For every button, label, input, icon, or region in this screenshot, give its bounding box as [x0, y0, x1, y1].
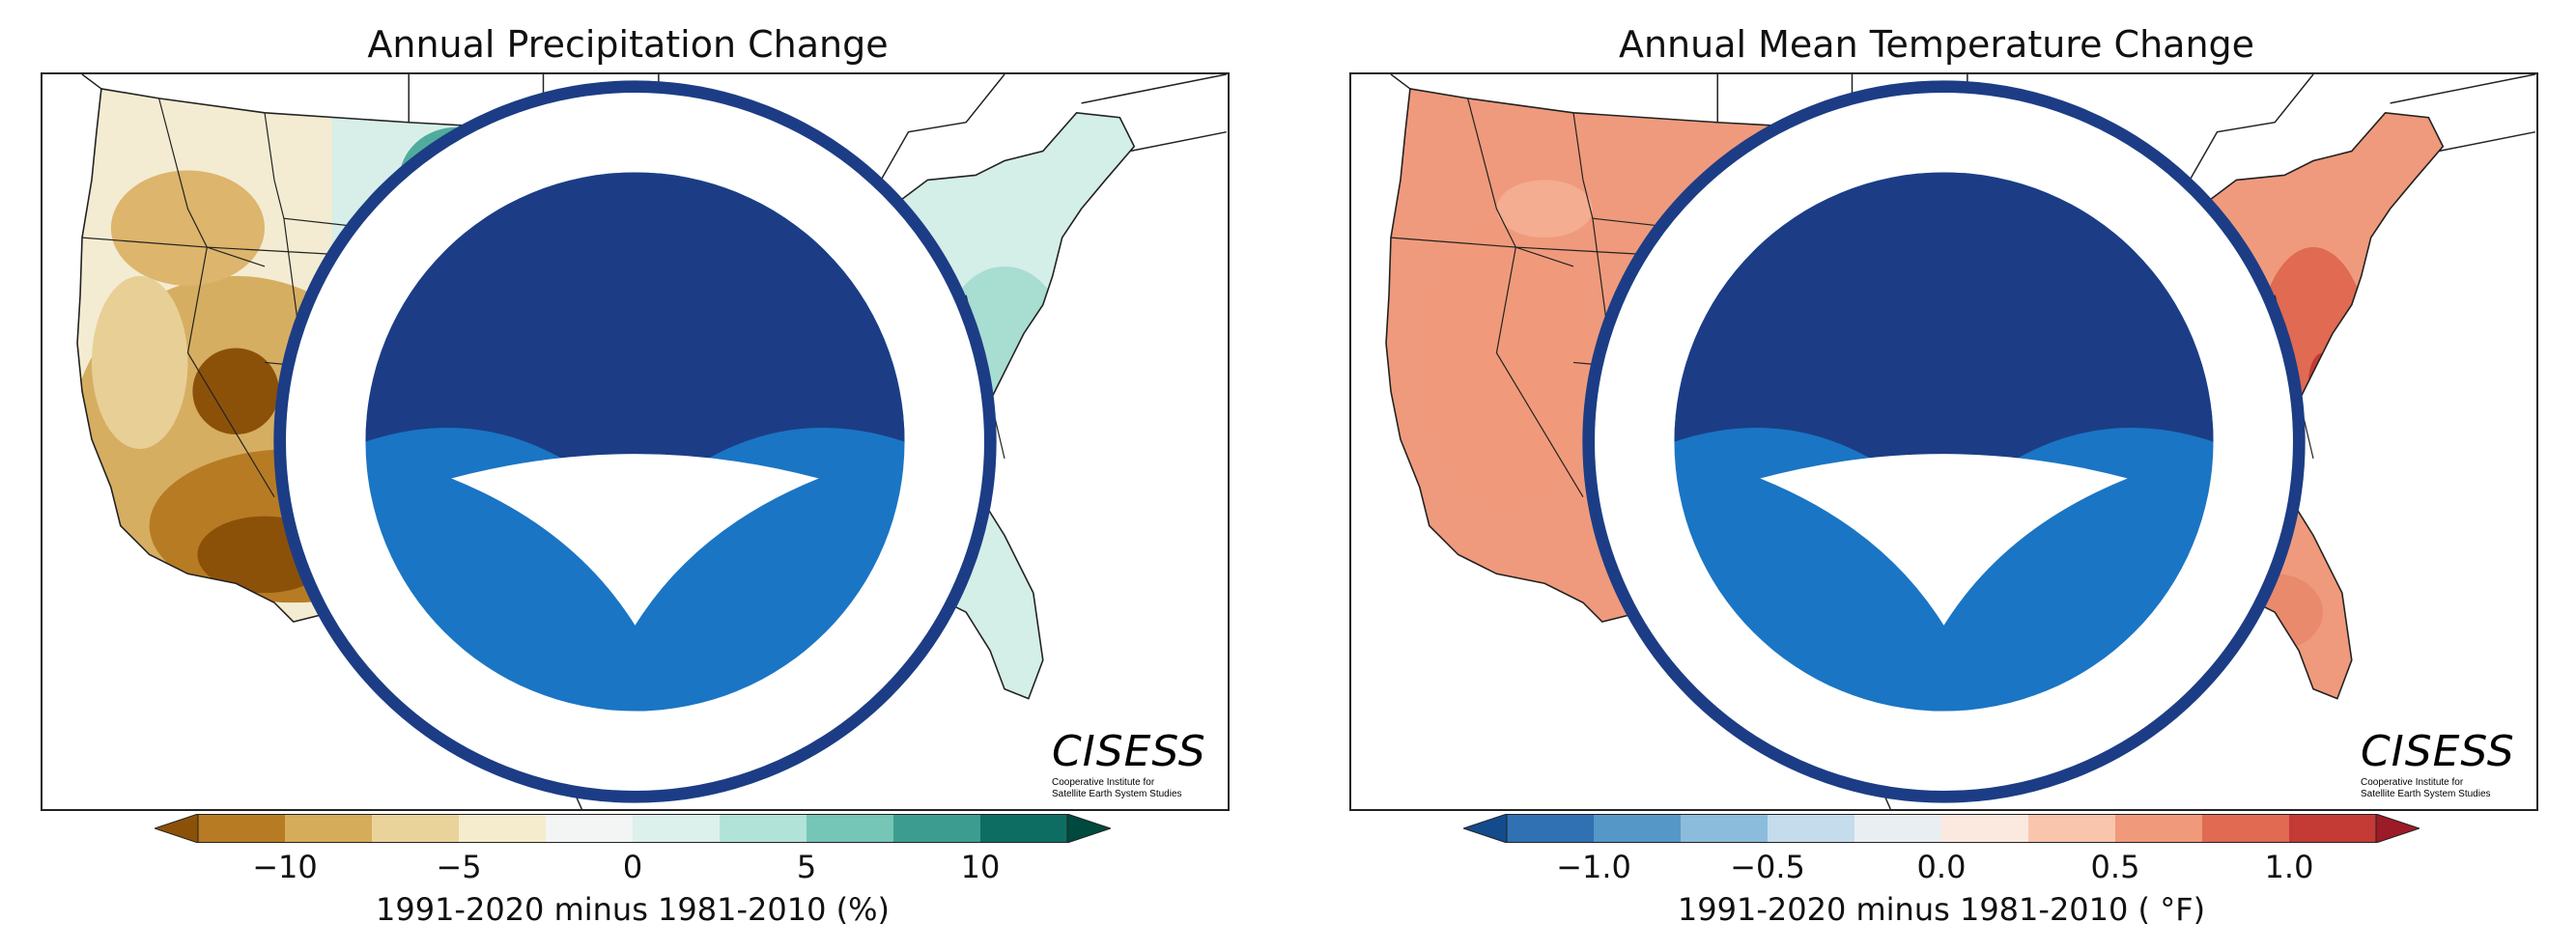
temperature-map: NOAA CISESS Cooperative Institute for Sa…	[1349, 72, 2538, 811]
colorbar-tick: 0	[622, 849, 643, 885]
colorbar-swatch	[1854, 814, 1942, 843]
colorbar-tick: 0.5	[2090, 849, 2140, 885]
colorbar-swatch	[198, 814, 286, 843]
colorbar-frame	[1506, 814, 2377, 843]
colorbar-swatches	[155, 814, 1111, 843]
colorbar-swatch	[893, 814, 981, 843]
panel-title: Annual Mean Temperature Change	[1618, 23, 2255, 66]
colorbar-swatch	[1507, 814, 1595, 843]
cisess-logo: CISESS Cooperative Institute for Satelli…	[1052, 731, 1206, 800]
colorbar-swatch	[1681, 814, 1769, 843]
colorbar-swatch	[285, 814, 373, 843]
cisess-wordmark: CISESS	[1052, 727, 1206, 776]
colorbar-tick: −10	[252, 849, 318, 885]
colorbar-tick: −0.5	[1730, 849, 1805, 885]
colorbar-swatches	[1463, 814, 2420, 843]
cisess-subtitle-line-2: Satellite Earth System Studies	[1052, 789, 1182, 799]
colorbar-tick: −5	[436, 849, 482, 885]
colorbar-swatch	[2289, 814, 2377, 843]
colorbar-swatch	[980, 814, 1068, 843]
colorbar-tick: 10	[960, 849, 1001, 885]
colorbar-swatch	[1594, 814, 1682, 843]
colorbar-arrow-high	[2375, 814, 2420, 843]
cisess-subtitle-line-2: Satellite Earth System Studies	[2361, 789, 2491, 799]
precipitation-map: NOAA CISESS Cooperative Institute for Sa…	[41, 72, 1230, 811]
colorbar-tick: 1.0	[2264, 849, 2314, 885]
colorbar-swatch	[1941, 814, 2029, 843]
colorbar-swatch	[459, 814, 547, 843]
colorbar-swatch	[372, 814, 460, 843]
colorbar-swatch	[720, 814, 807, 843]
noaa-logo	[273, 80, 997, 803]
precipitation-colorbar: −10 −5 0 5 10 1991-2020 minus 1981-2010 …	[155, 814, 1111, 930]
colorbar-tick: −1.0	[1556, 849, 1631, 885]
noaa-logo	[1582, 80, 2306, 803]
colorbar-swatch	[2115, 814, 2203, 843]
colorbar-arrow-low	[1463, 814, 1508, 843]
cisess-subtitle-line-1: Cooperative Institute for	[2361, 777, 2464, 788]
cisess-logo: CISESS Cooperative Institute for Satelli…	[2361, 731, 2515, 800]
temperature-panel: Annual Mean Temperature Change	[1309, 0, 2564, 951]
colorbar-tick: 5	[796, 849, 817, 885]
colorbar-swatch	[546, 814, 634, 843]
colorbar-tick: 0.0	[1916, 849, 1967, 885]
precipitation-panel: Annual Precipitation Change	[0, 0, 1256, 951]
colorbar-frame	[197, 814, 1068, 843]
colorbar-arrow-low	[155, 814, 199, 843]
cisess-wordmark: CISESS	[2361, 727, 2515, 776]
colorbar-swatch	[633, 814, 721, 843]
colorbar-swatch	[1768, 814, 1855, 843]
cisess-subtitle: Cooperative Institute for Satellite Eart…	[1052, 777, 1206, 800]
panel-title: Annual Precipitation Change	[367, 23, 889, 66]
cisess-subtitle-line-1: Cooperative Institute for	[1052, 777, 1155, 788]
cisess-subtitle: Cooperative Institute for Satellite Eart…	[2361, 777, 2515, 800]
colorbar-swatch	[2202, 814, 2290, 843]
colorbar-label: 1991-2020 minus 1981-2010 (%)	[375, 891, 891, 928]
temperature-colorbar: −1.0 −0.5 0.0 0.5 1.0 1991-2020 minus 19…	[1463, 814, 2420, 930]
colorbar-swatch	[2028, 814, 2116, 843]
colorbar-swatch	[807, 814, 894, 843]
colorbar-label: 1991-2020 minus 1981-2010 ( °F)	[1677, 891, 2206, 928]
colorbar-arrow-high	[1066, 814, 1111, 843]
